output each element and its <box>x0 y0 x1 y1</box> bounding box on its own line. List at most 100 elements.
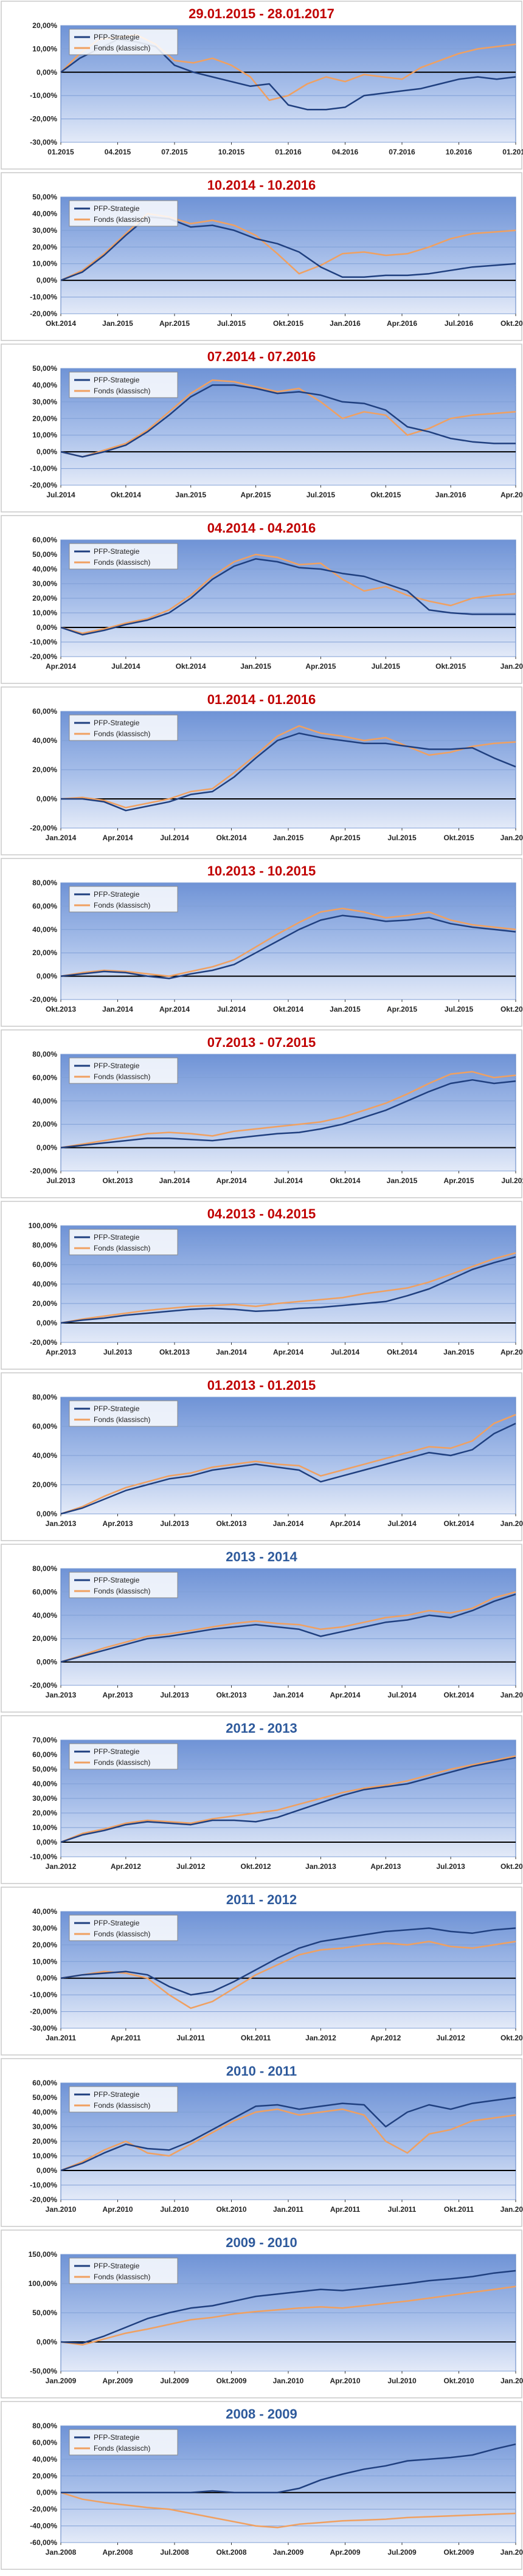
legend-label: Fonds (klassisch) <box>94 44 150 52</box>
y-tick-label: 0,00% <box>36 1974 57 1983</box>
x-tick-label: Apr.2016 <box>500 491 523 499</box>
chart-title: 2011 - 2012 <box>226 1892 297 1907</box>
x-tick-label: Jan.2013 <box>46 1691 77 1699</box>
y-tick-label: -20,00% <box>30 995 57 1004</box>
x-tick-label: Jan.2011 <box>500 2377 523 2385</box>
y-tick-label: 0,00% <box>36 276 57 285</box>
y-tick-label: 10,00% <box>32 431 57 440</box>
y-tick-label: -30,00% <box>30 138 57 147</box>
y-tick-label: 20,00% <box>32 1809 57 1817</box>
y-tick-label: 50,00% <box>32 2308 57 2317</box>
y-tick-label: 20,00% <box>32 594 57 603</box>
legend-box <box>69 1743 178 1770</box>
y-tick-label: 0,00% <box>36 447 57 456</box>
x-tick-label: Okt.2014 <box>443 1691 474 1699</box>
x-tick-label: Apr.2010 <box>330 2377 360 2385</box>
y-tick-label: 60,00% <box>32 536 57 544</box>
x-tick-label: Okt.2014 <box>273 1005 303 1013</box>
y-tick-label: 0,00% <box>36 1838 57 1846</box>
x-tick-label: Jan.2014 <box>216 1348 247 1356</box>
x-tick-label: Okt.2011 <box>444 2205 474 2214</box>
x-tick-label: Jan.2011 <box>273 2205 303 2214</box>
legend-label: PFP-Strategie <box>94 719 140 727</box>
chart-title: 07.2013 - 07.2015 <box>207 1035 316 1050</box>
y-tick-label: -10,00% <box>30 464 57 473</box>
x-tick-label: 07.2015 <box>161 148 188 156</box>
legend-label: Fonds (klassisch) <box>94 1758 150 1767</box>
chart-title: 2012 - 2013 <box>226 1721 297 1736</box>
chart-block: 2013 - 2014 80,00% 60,00% 40,00% 20,00% 0,00%… <box>1 1544 523 1713</box>
x-tick-label: Apr.2014 <box>159 1005 190 1013</box>
x-tick-label: Okt.2013 <box>216 1691 246 1699</box>
chart-title: 04.2013 - 04.2015 <box>207 1206 316 1221</box>
chart-block: 07.2014 - 07.2016 50,00% 40,00% 30,00% 20,00… <box>1 344 523 513</box>
y-tick-label: -30,00% <box>30 2024 57 2032</box>
y-tick-label: 0,00% <box>36 1144 57 1152</box>
x-tick-label: Jan.2008 <box>46 2548 77 2557</box>
y-tick-label: 30,00% <box>32 2122 57 2131</box>
legend-label: Fonds (klassisch) <box>94 2444 150 2453</box>
x-tick-label: Jan.2010 <box>273 2377 304 2385</box>
chart-block: 29.01.2015 - 28.01.2017 20,00% 10,00% 0,00%… <box>1 1 523 170</box>
y-tick-label: 0,00% <box>36 795 57 803</box>
y-tick-label: 80,00% <box>32 1393 57 1401</box>
x-tick-label: Jul.2013 <box>436 1862 465 1871</box>
y-tick-label: 0,00% <box>36 2338 57 2346</box>
y-tick-label: 10,00% <box>32 1957 57 1966</box>
y-tick-label: 0,00% <box>36 1319 57 1327</box>
x-tick-label: Okt.2012 <box>241 1862 271 1871</box>
series-line-fonds <box>60 1591 516 1663</box>
series-line-pfp <box>61 2443 516 2493</box>
legend-label: PFP-Strategie <box>94 204 140 213</box>
x-tick-label: Okt.2010 <box>216 2205 246 2214</box>
y-tick-label: 80,00% <box>32 1241 57 1249</box>
y-tick-label: 80,00% <box>32 1050 57 1058</box>
x-tick-label: Jul.2011 <box>176 2034 205 2042</box>
y-tick-label: -10,00% <box>30 91 57 100</box>
series-line-fonds <box>60 2491 516 2529</box>
legend-box <box>69 200 178 227</box>
y-tick-label: 70,00% <box>32 1736 57 1744</box>
series-line-pfp <box>60 2096 516 2172</box>
y-tick-label: -20,00% <box>30 1338 57 1347</box>
y-tick-label: 30,00% <box>32 1794 57 1803</box>
x-tick-label: Apr.2013 <box>46 1348 76 1356</box>
legend-label: Fonds (klassisch) <box>94 730 150 738</box>
legend-box <box>69 2257 178 2284</box>
chart-block: 2010 - 2011 60,00% 50,00% 40,00% 30,00% 20,00… <box>1 2058 523 2227</box>
y-tick-label: 40,00% <box>32 1907 57 1916</box>
x-tick-label: Okt.2014 <box>46 319 76 328</box>
x-tick-label: Okt.2011 <box>241 2034 271 2042</box>
x-tick-label: Okt.2014 <box>330 1176 360 1185</box>
x-tick-label: Jul.2009 <box>387 2548 417 2557</box>
legend-box <box>69 1229 178 1255</box>
x-tick-label: Jul.2015 <box>501 1176 523 1185</box>
y-tick-label: 50,00% <box>32 2093 57 2102</box>
legend-box <box>69 2429 178 2456</box>
x-tick-label: Jan.2015 <box>175 491 206 499</box>
series-line-fonds <box>60 1071 516 1148</box>
x-tick-label: Okt.2015 <box>500 1005 523 1013</box>
y-tick-label: 30,00% <box>32 579 57 588</box>
x-tick-label: Okt.2009 <box>443 2548 474 2557</box>
chart-title: 2008 - 2009 <box>226 2406 297 2422</box>
chart-block: 2012 - 2013 70,00% 60,00% 50,00% 40,00% 30,00… <box>1 1715 523 1884</box>
y-tick-label: 20,00% <box>32 1299 57 1308</box>
y-tick-label: 50,00% <box>32 193 57 201</box>
x-tick-label: Jan.2016 <box>435 491 466 499</box>
series-line-pfp <box>60 1423 516 1515</box>
x-tick-label: Jul.2014 <box>111 662 140 671</box>
x-tick-label: Okt.2014 <box>443 1519 474 1528</box>
y-tick-label: -50,00% <box>30 2367 57 2375</box>
x-tick-label: Jan.2009 <box>273 2548 304 2557</box>
x-tick-label: Jul.2013 <box>46 1176 75 1185</box>
x-tick-label: Jan.2014 <box>273 1519 304 1528</box>
y-tick-label: 40,00% <box>32 1780 57 1788</box>
x-tick-label: Apr.2011 <box>330 2205 361 2214</box>
series-line-fonds <box>60 379 516 458</box>
x-tick-label: Jan.2015 <box>240 662 271 671</box>
x-tick-label: Jan.2011 <box>46 2034 76 2042</box>
y-tick-label: 0,00% <box>36 1658 57 1666</box>
x-tick-label: Okt.2014 <box>387 1348 417 1356</box>
x-tick-label: Apr.2015 <box>241 491 271 499</box>
